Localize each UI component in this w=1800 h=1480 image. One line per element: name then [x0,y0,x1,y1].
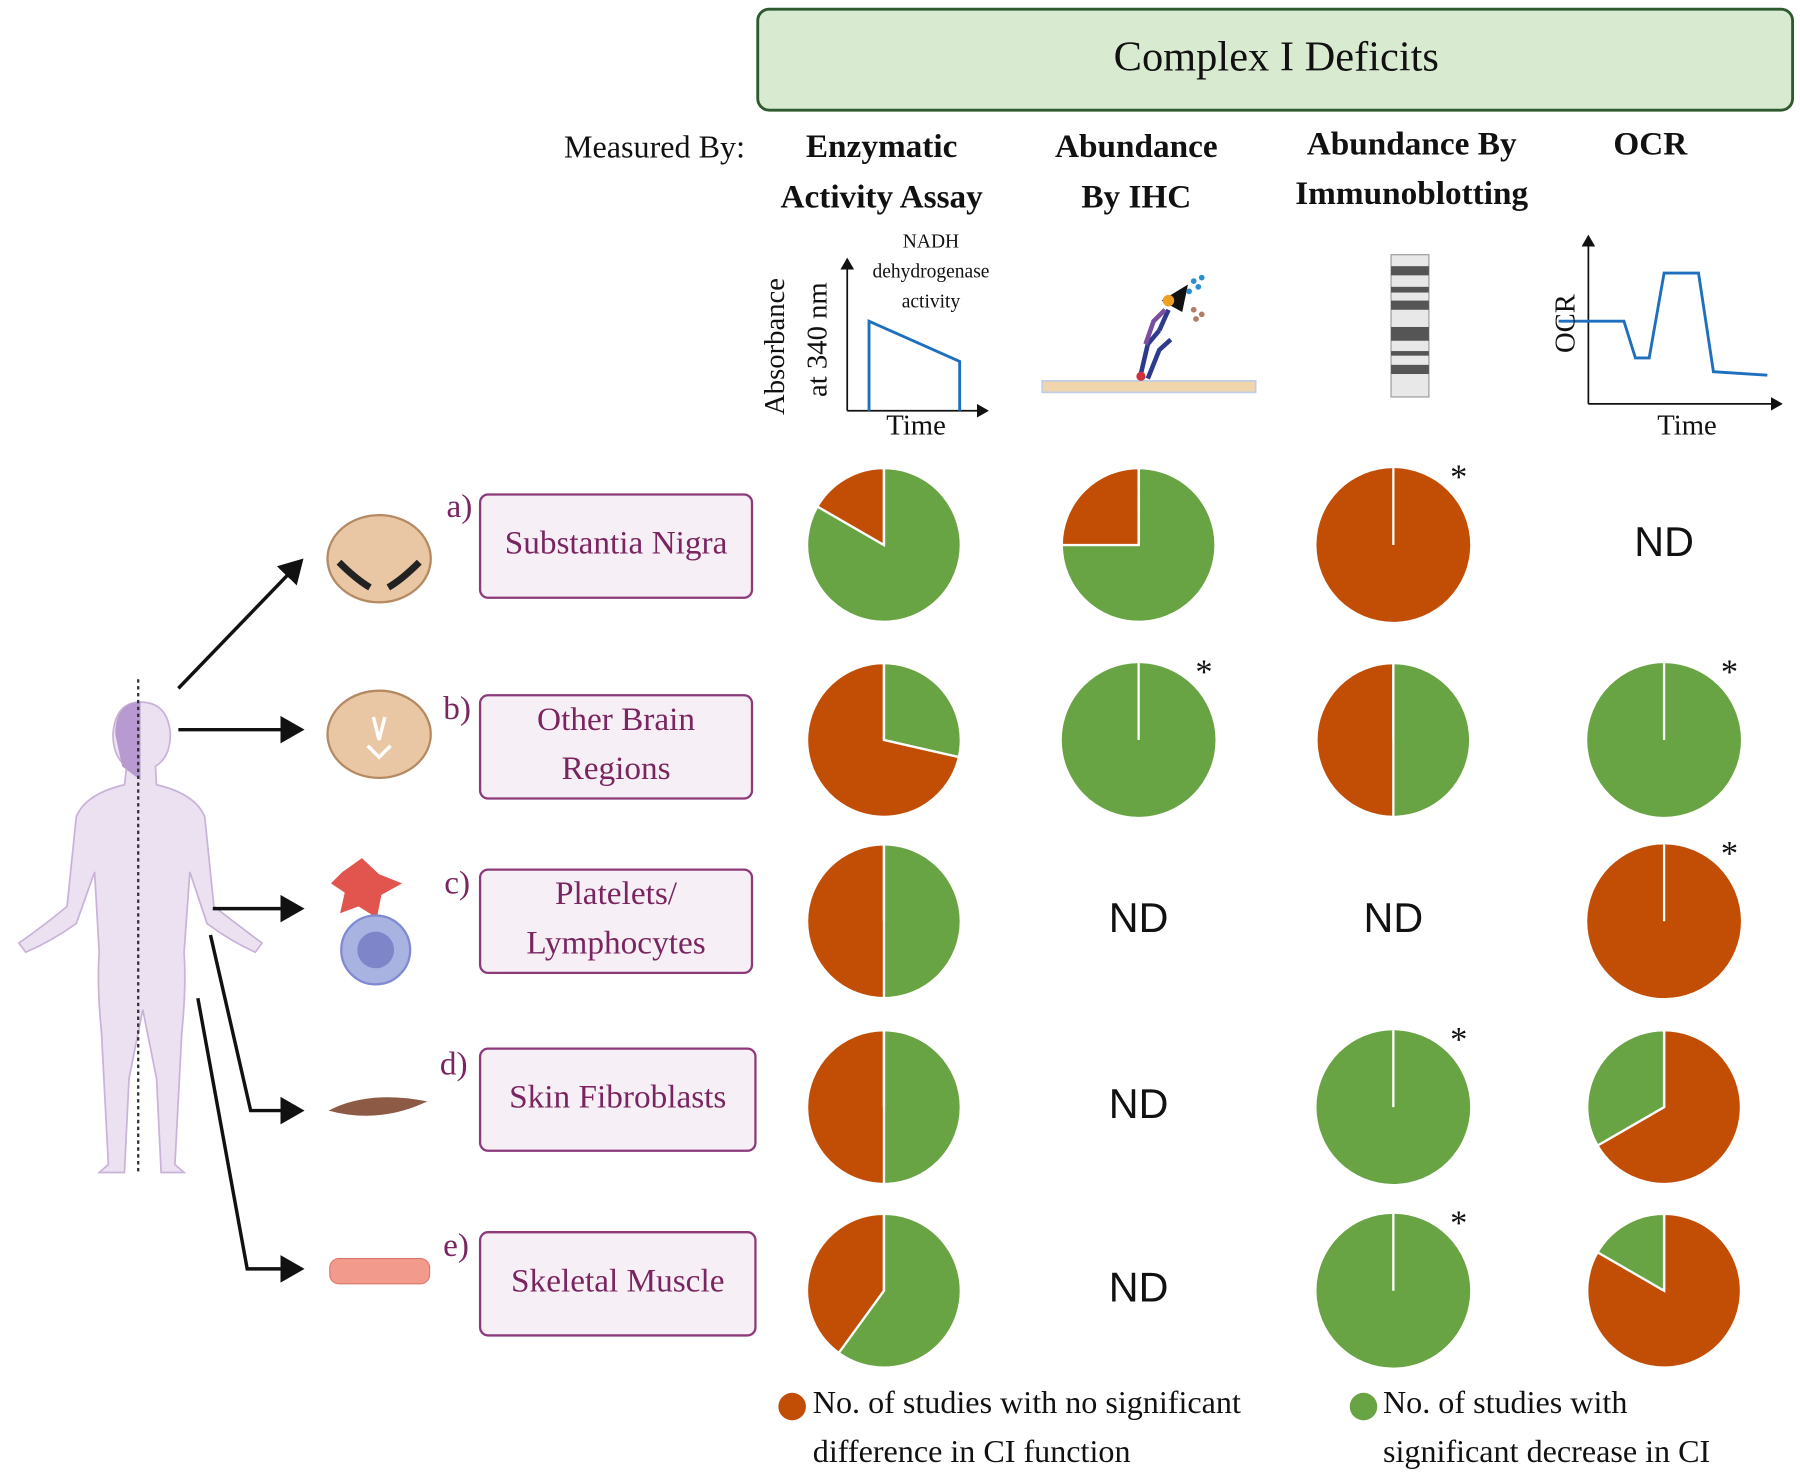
slide [1041,380,1257,394]
pie-slice [1595,1212,1666,1293]
column-header: Abundance [1055,128,1218,165]
legend-swatch [1349,1392,1378,1421]
row-label: Other Brain [537,701,695,738]
column-header: Enzymatic [806,128,958,165]
y-label: Absorbance [759,278,791,415]
pie-slice [1060,466,1217,623]
legend-text: difference in CI function [813,1433,1131,1469]
antibody [1143,308,1167,345]
lymphocyte-nucleus [357,931,395,969]
row-label-box [478,1047,757,1152]
substantia-nigra [336,559,422,591]
row-letter: a) [447,488,473,525]
significance-mark: * [1721,835,1738,873]
trace [867,319,962,411]
measured-by: Measured By: [564,129,745,165]
column-header: By IHC [1081,178,1191,215]
fibroblast-icon [328,1097,428,1116]
signal [1186,274,1205,295]
enzyme [1162,294,1175,307]
row-label: Lymphocytes [526,925,705,962]
pie-slice [815,466,886,547]
row-label-box [478,868,754,975]
not-determined: ND [1109,895,1169,941]
significance-mark: * [1450,459,1467,497]
brain-detail [366,716,392,760]
row-label: Regions [562,750,671,787]
title: Complex I Deficits [1114,34,1439,81]
column-header: Abundance By [1307,125,1517,162]
trace [1558,271,1768,377]
muscle-icon [329,1258,431,1285]
row-label-box [478,1231,757,1337]
not-determined: ND [1109,1081,1169,1127]
y-label: OCR [1549,293,1581,353]
row-letter: e) [443,1227,469,1264]
pie-slice [805,843,886,1000]
row-label: Substantia Nigra [505,525,728,562]
not-determined: ND [1364,895,1424,941]
row-letter: b) [443,690,471,727]
column-header: Activity Assay [780,178,983,215]
pie-slice [1060,466,1140,547]
significance-mark: * [1450,1021,1467,1059]
not-determined: ND [1109,1265,1169,1311]
legend-text: significant decrease in CI [1383,1433,1710,1469]
signal [1190,306,1205,322]
antigen [1136,371,1146,381]
pie-slice [882,843,962,1000]
human-figure [17,701,264,1174]
legend-swatch [778,1392,806,1421]
y-label: at 340 nm [801,282,833,397]
platelet-icon [330,858,403,918]
legend-text: No. of studies with [1383,1384,1627,1420]
legend-text: No. of studies with no significant [813,1384,1241,1420]
column-header: Immunoblotting [1295,175,1528,212]
annotation: activity [902,291,961,312]
significance-mark: * [1450,1204,1467,1242]
blot-bands [1391,266,1429,375]
x-label: Time [1657,410,1717,442]
pie-slice [1595,1029,1743,1186]
pie-slice [837,1212,962,1369]
arrows [177,558,305,1283]
pie-slice [882,661,962,759]
pie-slice [805,1212,886,1355]
row-label-box [478,493,754,599]
row-label: Skeletal Muscle [511,1262,724,1299]
pie-slice [1315,661,1395,819]
annotation: dehydrogenase [873,262,990,283]
blot-strip [1390,254,1430,398]
pie-slice [1316,1030,1471,1184]
significance-mark: * [1721,654,1738,692]
annotation: NADH [903,232,959,253]
enzyme [1161,284,1188,313]
pie-slice [882,1029,962,1186]
significance-mark: * [1195,654,1212,692]
pie-slice [1392,661,1472,819]
row-letter: d) [440,1046,468,1083]
row-label: Platelets/ [555,875,678,912]
row-label-box [478,694,754,800]
not-determined: ND [1634,519,1694,565]
row-label: Skin Fibroblasts [509,1078,726,1115]
title-box [756,7,1795,112]
hair [115,702,141,781]
pie-slice [1586,1029,1666,1148]
pie-slice [805,1029,886,1186]
column-header: OCR [1613,125,1688,162]
pie-slice [1316,1213,1471,1368]
row-letter: c) [444,864,470,901]
x-label: Time [886,410,946,442]
brainstem-icon [326,513,432,604]
